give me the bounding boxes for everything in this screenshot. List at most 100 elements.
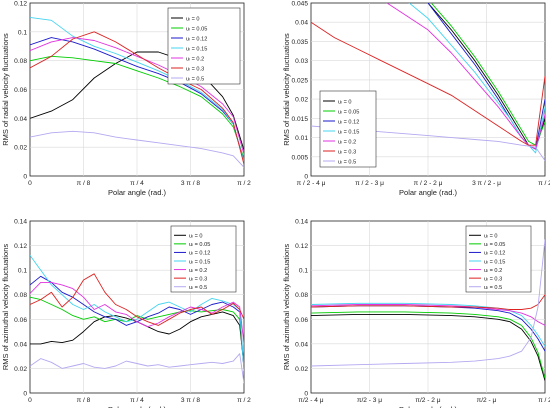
series-line — [311, 304, 545, 326]
y-tick-label: 0 — [23, 174, 27, 181]
x-tick-label: 3 π / 2 - μ — [472, 180, 501, 187]
y-tick-label: 0.02 — [14, 366, 27, 373]
legend-label: uₗ = 0.2 — [484, 268, 502, 274]
x-axis-label: Polar angle (rad.) — [108, 405, 166, 408]
legend-label: uₗ = 0.3 — [338, 149, 356, 155]
series-line — [430, 3, 545, 146]
x-tick-label: π / 2 — [237, 397, 251, 404]
x-tick-label: 3 π / 8 — [181, 180, 201, 187]
legend-label: uₗ = 0.12 — [186, 36, 207, 42]
x-tick-label: π / 8 — [77, 180, 91, 187]
series-line — [30, 16, 244, 162]
legend-label: uₗ = 0 — [338, 99, 352, 105]
y-tick-label: 0.12 — [14, 1, 27, 8]
y-tick-label: 0.1 — [299, 268, 308, 275]
x-tick-label: 0 — [28, 180, 32, 187]
legend-label: uₗ = 0.5 — [338, 159, 356, 165]
legend-box — [170, 225, 237, 293]
series-line — [30, 353, 244, 384]
series-line — [30, 281, 244, 344]
legend-label: uₗ = 0.2 — [189, 268, 207, 274]
y-tick-label: 0.1 — [18, 268, 27, 275]
x-tick-label: π / 4 — [130, 397, 144, 404]
y-tick-label: 0.02 — [295, 366, 308, 373]
x-tick-label: π / 2 — [538, 397, 550, 404]
x-axis-label: Polar angle (rad.) — [399, 188, 457, 197]
x-tick-label: π/2 - 4 μ — [298, 397, 323, 404]
legend-label: uₗ = 0.2 — [338, 139, 356, 145]
y-tick-label: 0.02 — [14, 145, 27, 152]
legend-label: uₗ = 0.5 — [484, 285, 502, 291]
series-line — [30, 255, 244, 371]
y-axis-label: RMS of radial velocity fluctuations — [282, 33, 291, 146]
x-axis-label: Polar angle (rad.) — [108, 188, 166, 197]
y-tick-label: 0.01 — [295, 135, 308, 142]
legend-label: uₗ = 0.05 — [186, 26, 207, 32]
x-tick-label: π/2 - 2 μ — [415, 397, 440, 404]
y-tick-label: 0.04 — [295, 20, 308, 27]
y-tick-label: 0 — [304, 391, 308, 398]
legend-label: uₗ = 0.2 — [186, 56, 204, 62]
legend-label: uₗ = 0.15 — [186, 46, 207, 52]
y-tick-label: 0.03 — [295, 58, 308, 65]
y-tick-label: 0.04 — [14, 116, 27, 123]
x-tick-label: π / 4 — [130, 180, 144, 187]
series-line — [30, 51, 244, 151]
y-tick-label: 0.14 — [14, 219, 27, 226]
legend-box — [319, 90, 377, 168]
y-axis-label: RMS of radial velocity fluctuations — [1, 33, 10, 146]
legend: uₗ = 0 uₗ = 0.05 uₗ = 0.12 uₗ = 0.15 uₗ = 0.… — [170, 225, 237, 293]
series-line — [30, 273, 244, 326]
series-line — [30, 130, 244, 168]
series-line — [408, 3, 545, 154]
series-line — [311, 239, 545, 367]
x-tick-label: π / 2 — [237, 180, 251, 187]
x-tick-label: π/2 - 3 μ — [357, 397, 382, 404]
legend-box — [465, 225, 532, 293]
legend-label: uₗ = 0.12 — [189, 251, 210, 257]
y-tick-label: 0.04 — [14, 341, 27, 348]
chart-panel-2: 0 0.005 0.01 0.015 0.02 0.025 0.03 0.035 0.04 0.0… — [282, 1, 550, 198]
series-line — [30, 55, 244, 159]
y-tick-label: 0.045 — [291, 1, 308, 8]
x-tick-label: π / 8 — [77, 397, 91, 404]
y-tick-label: 0.06 — [14, 317, 27, 324]
legend-label: uₗ = 0.05 — [484, 242, 505, 248]
legend-label: uₗ = 0.12 — [338, 119, 359, 125]
chart-panel-4: 0 0.02 0.04 0.06 0.08 0.1 0.12 0.14 π/2 - 4 μ π/2… — [282, 219, 550, 408]
legend-label: uₗ = 0.12 — [484, 251, 505, 257]
y-tick-label: 0.005 — [291, 154, 308, 161]
legend-label: uₗ = 0.5 — [186, 76, 204, 82]
legend-label: uₗ = 0.3 — [189, 276, 207, 282]
y-tick-label: 0.08 — [295, 292, 308, 299]
legend-label: uₗ = 0.5 — [189, 285, 207, 291]
y-tick-label: 0 — [23, 391, 27, 398]
legend-label: uₗ = 0.05 — [338, 109, 359, 115]
legend-label: uₗ = 0 — [484, 234, 498, 240]
series-line — [311, 21, 545, 146]
legend-label: uₗ = 0 — [189, 234, 203, 240]
series-line — [30, 37, 244, 155]
x-tick-label: π / 2 - 2 μ — [414, 180, 443, 187]
y-tick-label: 0.08 — [14, 292, 27, 299]
y-tick-label: 0.08 — [14, 58, 27, 65]
legend-label: uₗ = 0.3 — [484, 276, 502, 282]
y-tick-label: 0.02 — [295, 97, 308, 104]
y-tick-label: 0 — [304, 174, 308, 181]
y-tick-label: 0.12 — [295, 243, 308, 250]
y-tick-label: 0.06 — [14, 87, 27, 94]
x-tick-label: π / 2 - 3 μ — [355, 180, 384, 187]
y-tick-label: 0.06 — [295, 317, 308, 324]
chart-panel-1: 0 0.02 0.04 0.06 0.08 0.1 0.12 0 π / 8 π / 4 3 π /… — [1, 1, 251, 198]
legend-label: uₗ = 0.05 — [189, 242, 210, 248]
y-axis-label: RMS of azimuthal velocity fluctuations — [282, 244, 291, 371]
x-tick-label: π/2 - μ — [477, 397, 497, 404]
y-tick-label: 0.14 — [295, 219, 308, 226]
legend: uₗ = 0 uₗ = 0.05 uₗ = 0.12 uₗ = 0.15 uₗ = 0.… — [167, 7, 241, 85]
series-line — [311, 311, 545, 379]
y-tick-label: 0.1 — [18, 29, 27, 36]
y-tick-label: 0.04 — [295, 341, 308, 348]
legend-label: uₗ = 0 — [186, 16, 200, 22]
x-tick-label: π / 2 — [538, 180, 550, 187]
series-line — [30, 31, 244, 165]
